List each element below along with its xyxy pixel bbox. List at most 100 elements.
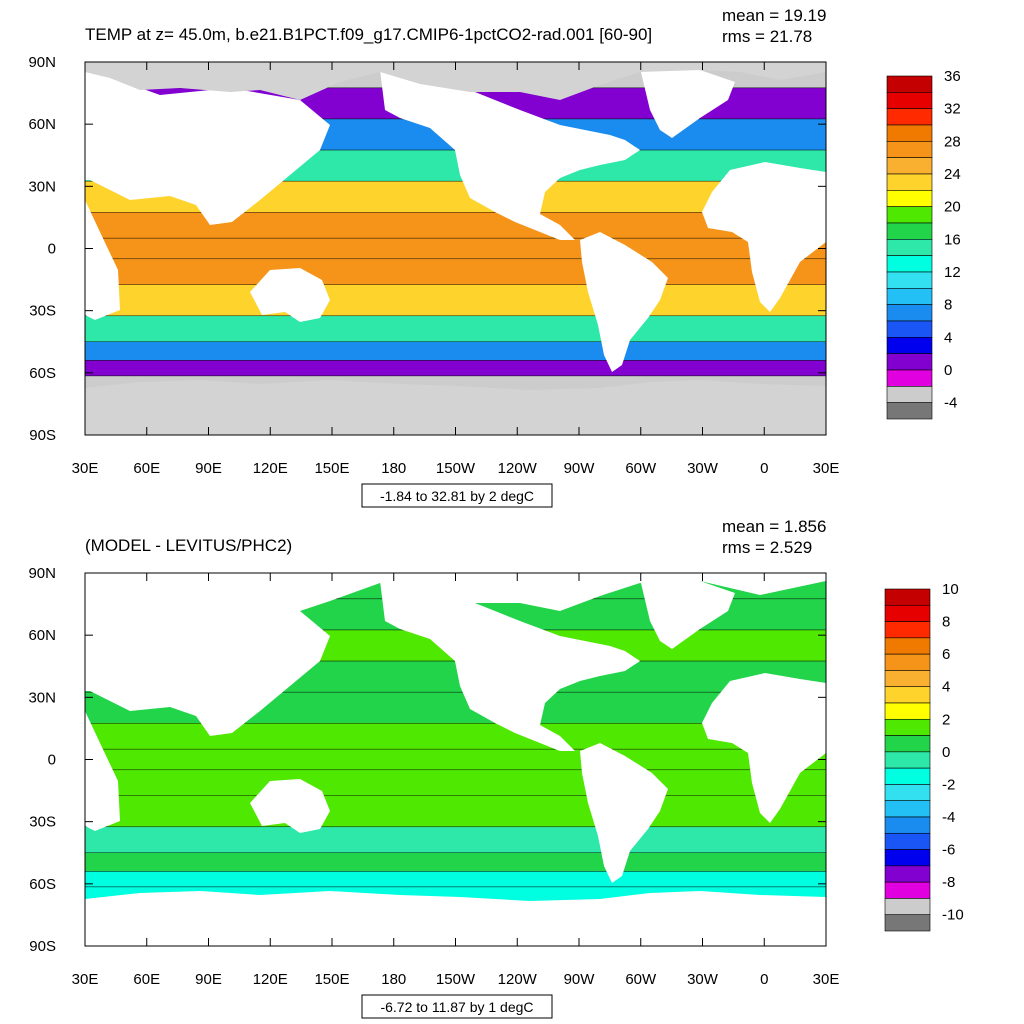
panel-1-mean-label: mean = 19.19 bbox=[722, 6, 826, 25]
panel-2-landmasses bbox=[85, 573, 826, 946]
colorbar-swatch bbox=[884, 849, 931, 867]
colorbar-label: 10 bbox=[942, 581, 959, 598]
colorbar-swatch bbox=[884, 702, 931, 720]
x-tick-label: 60E bbox=[133, 971, 160, 988]
x-tick-label: 30E bbox=[72, 460, 99, 477]
colorbar-swatch bbox=[884, 604, 931, 622]
x-tick-label: 120E bbox=[253, 971, 288, 988]
colorbar-swatch bbox=[884, 637, 931, 655]
y-tick-label: 60N bbox=[28, 116, 56, 133]
colorbar-swatch bbox=[884, 686, 931, 704]
colorbar-label: 28 bbox=[944, 133, 961, 150]
y-tick-label: 90N bbox=[28, 54, 56, 71]
x-tick-label: 180 bbox=[381, 460, 406, 477]
field-band bbox=[85, 360, 826, 377]
panel-2-range-label: -6.72 to 11.87 by 1 degC bbox=[380, 999, 533, 1015]
x-tick-label: 90E bbox=[195, 460, 222, 477]
colorbar-label: 0 bbox=[942, 744, 950, 761]
colorbar-swatch bbox=[886, 320, 933, 338]
colorbar-label: 16 bbox=[944, 231, 961, 248]
y-tick-label: 90N bbox=[28, 565, 56, 582]
colorbar-swatch bbox=[884, 832, 931, 850]
colorbar-swatch bbox=[886, 190, 933, 207]
colorbar-swatch bbox=[886, 369, 933, 387]
y-tick-label: 0 bbox=[48, 241, 56, 258]
field-band bbox=[85, 341, 826, 361]
colorbar-swatch bbox=[884, 800, 931, 818]
colorbar-label: 36 bbox=[944, 68, 961, 85]
land-south-america bbox=[580, 232, 668, 372]
colorbar-label: 6 bbox=[942, 646, 950, 663]
colorbar-swatch bbox=[884, 735, 931, 753]
colorbar-swatch bbox=[884, 751, 931, 769]
x-tick-label: 30W bbox=[687, 460, 719, 477]
panel-2-title: (MODEL - LEVITUS/PHC2) bbox=[85, 536, 292, 555]
colorbar-swatch bbox=[886, 173, 933, 191]
x-tick-label: 120E bbox=[253, 460, 288, 477]
field-band bbox=[85, 769, 826, 796]
colorbar-swatch bbox=[886, 124, 933, 142]
colorbar-label: 4 bbox=[944, 329, 952, 346]
x-tick-label: 150E bbox=[314, 971, 349, 988]
colorbar-swatch bbox=[884, 767, 931, 785]
y-tick-label: 30S bbox=[29, 303, 56, 320]
field-band bbox=[85, 852, 826, 872]
colorbar-swatch bbox=[886, 386, 933, 403]
field-band bbox=[85, 795, 826, 828]
panel-1-colorbar: 36 32 28 24 20 16 12 8 4 0 -4 bbox=[886, 68, 961, 420]
colorbar-swatch bbox=[886, 75, 933, 93]
land-antarctica bbox=[85, 891, 826, 946]
colorbar-label: -8 bbox=[942, 874, 955, 891]
y-tick-label: 90S bbox=[29, 938, 56, 955]
colorbar-swatch bbox=[884, 816, 931, 834]
land-eurasia-north bbox=[85, 573, 826, 736]
colorbar-swatch bbox=[884, 670, 931, 688]
panel-1-landmasses bbox=[85, 62, 826, 435]
field-band bbox=[85, 826, 826, 853]
land-africa-west bbox=[702, 162, 826, 312]
y-tick-label: 30N bbox=[28, 178, 56, 195]
colorbar-swatch bbox=[884, 718, 931, 736]
colorbar-swatch bbox=[884, 898, 931, 916]
y-tick-label: 30N bbox=[28, 689, 56, 706]
colorbar-label: 0 bbox=[944, 362, 952, 379]
x-tick-label: 30W bbox=[687, 971, 719, 988]
x-tick-label: 30E bbox=[813, 971, 840, 988]
colorbar-label: 24 bbox=[944, 166, 961, 183]
panel-1-range-box bbox=[361, 483, 553, 508]
panel-temperature: TEMP at z= 45.0m, b.e21.B1PCT.f09_g17.CM… bbox=[28, 6, 961, 508]
y-tick-label: 60S bbox=[29, 876, 56, 893]
colorbar-swatch bbox=[886, 108, 933, 126]
colorbar-swatch bbox=[886, 353, 933, 371]
panel-1-map bbox=[85, 62, 826, 435]
colorbar-label: -2 bbox=[942, 776, 955, 793]
land-africa bbox=[85, 711, 120, 831]
colorbar-label: 2 bbox=[942, 711, 950, 728]
colorbar-swatch bbox=[886, 402, 933, 420]
y-tick-label: 60N bbox=[28, 627, 56, 644]
colorbar-label: -10 bbox=[942, 907, 964, 924]
field-band bbox=[85, 315, 826, 342]
panel-difference: (MODEL - LEVITUS/PHC2) mean = 1.856 rms … bbox=[28, 517, 964, 1019]
y-tick-label: 30S bbox=[29, 814, 56, 831]
colorbar-swatch bbox=[886, 141, 933, 158]
x-tick-label: 150W bbox=[436, 460, 476, 477]
x-tick-label: 30E bbox=[72, 971, 99, 988]
land-north-america bbox=[380, 581, 640, 751]
panel-2-axes: 30E 60E 90E 120E 150E 180 150W 120W 90W 60W 30W 0 30… bbox=[28, 565, 839, 988]
colorbar-swatch bbox=[884, 588, 931, 606]
field-band bbox=[85, 237, 826, 260]
colorbar-swatch bbox=[886, 271, 933, 289]
colorbar-swatch bbox=[886, 288, 933, 305]
colorbar-label: 4 bbox=[942, 679, 950, 696]
x-tick-label: 150W bbox=[436, 971, 476, 988]
colorbar-label: -6 bbox=[942, 842, 955, 859]
panel-2-mean-label: mean = 1.856 bbox=[722, 517, 826, 536]
colorbar-label: 32 bbox=[944, 101, 961, 118]
land-eurasia-north bbox=[85, 68, 330, 225]
y-tick-label: 60S bbox=[29, 365, 56, 382]
colorbar-swatch bbox=[884, 881, 931, 899]
colorbar-swatch bbox=[886, 239, 933, 256]
colorbar-swatch bbox=[886, 337, 933, 354]
land-australia bbox=[250, 779, 330, 833]
